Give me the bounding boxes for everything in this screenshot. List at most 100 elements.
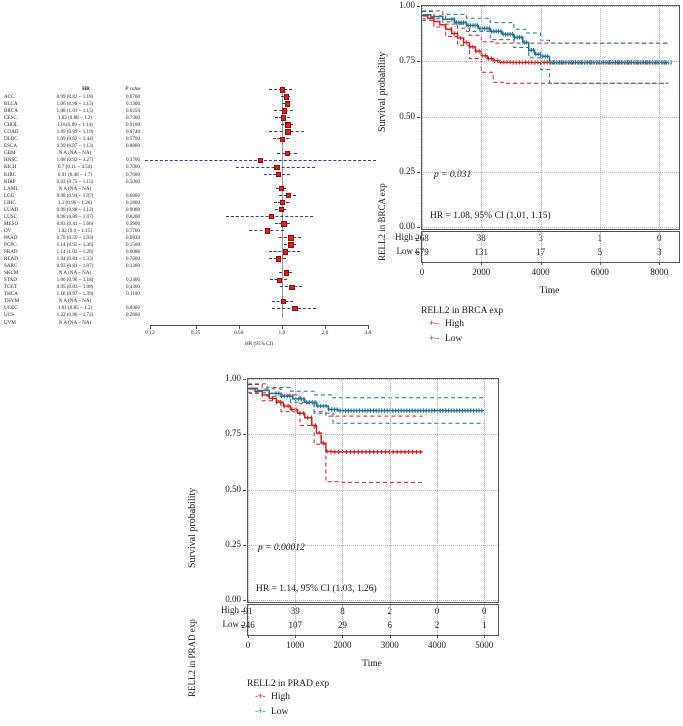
km-y-tick-mark	[417, 116, 420, 118]
forest-point-estimate	[279, 87, 285, 93]
forest-row-pvalue: 0.5700	[125, 136, 140, 143]
km-y-tick-mark	[243, 379, 246, 380]
forest-table-row: LIHC 1.1 (0.96 ~ 1.26) 0.1800	[4, 200, 146, 207]
km-legend-key: -+-	[255, 691, 265, 701]
forest-row-pvalue: 0.0740	[125, 129, 140, 136]
km-brca-pvalue: p = 0.031	[434, 170, 472, 180]
forest-row-cancer: CHOL	[4, 122, 18, 129]
forest-row-marker	[150, 178, 368, 185]
forest-row-marker	[150, 255, 368, 262]
forest-row-pvalue: 0.2600	[125, 312, 140, 319]
forest-row-cancer: PAAD	[4, 234, 18, 241]
forest-table-row: SARC 0.93 (0.81 ~ 1.07) 0.3300	[4, 263, 146, 270]
forest-row-cancer: READ	[4, 256, 18, 263]
km-x-tick-mark	[248, 635, 249, 638]
forest-row-hr: 0.83 (0.41 ~ 1.66)	[56, 220, 94, 227]
forest-table-row: KIRP 0.93 (0.75 ~ 1.15) 0.5000	[4, 179, 146, 186]
km-x-tick-mark	[599, 262, 601, 265]
km-prad-risk-table: 91 39 8 2 0 0 246 107 29 6 2 1	[241, 604, 499, 636]
forest-row-marker	[150, 164, 368, 171]
km-risk-value: 29	[337, 620, 347, 630]
forest-table-header: HR P value	[4, 86, 146, 94]
forest-row-marker	[150, 248, 368, 255]
km-y-tick-label: 0.25	[399, 165, 415, 176]
km-gridline-vertical	[659, 6, 661, 229]
km-gridline-vertical	[295, 379, 297, 602]
forest-point-estimate	[284, 150, 291, 157]
forest-point-estimate	[279, 199, 285, 206]
forest-row-pvalue: 0.6800	[125, 192, 140, 199]
forest-table-row: LUSC 0.98 (0.89 ~ 1.07) 0.6200	[4, 214, 146, 221]
forest-point-estimate	[268, 214, 274, 220]
forest-point-estimate	[283, 94, 290, 100]
km-curve	[422, 10, 669, 44]
forest-row-hr: 1.06 (0.96 ~ 1.18)	[56, 277, 94, 284]
forest-row-marker	[150, 234, 368, 241]
forest-point-estimate	[279, 136, 285, 142]
forest-row-pvalue: 0.0830	[125, 234, 140, 241]
km-x-tick-label: 0	[419, 267, 425, 277]
km-gridline-horizontal	[248, 379, 498, 380]
forest-table-row: READ 1.04 (0.81 ~ 1.33) 0.7600	[4, 256, 146, 263]
forest-row-hr: N A (NA ~ NA)	[58, 298, 92, 305]
forest-row-pvalue: 0.9000	[125, 206, 140, 213]
km-y-tick-label: 1.00	[399, 0, 415, 10]
forest-row-cancer: THYM	[4, 298, 19, 305]
km-legend-label: High	[445, 319, 464, 329]
km-risk-value: 246	[241, 620, 255, 630]
forest-row-marker	[150, 107, 368, 114]
km-y-tick-label: 0.25	[225, 538, 241, 549]
km-risk-row-label: High	[395, 232, 413, 242]
km-legend-label: Low	[271, 707, 289, 717]
km-curve	[248, 387, 485, 412]
forest-row-marker	[150, 114, 368, 121]
km-legend-label: High	[271, 692, 290, 702]
km-brca-legend-title: RELL2 in BRCA exp	[421, 306, 504, 316]
forest-table-row: MESO 0.83 (0.41 ~ 1.66) 0.5900	[4, 221, 146, 228]
forest-row-cancer: PCPG	[4, 241, 17, 248]
forest-row-hr: N A (NA ~ NA)	[58, 185, 92, 192]
km-brca-ylabel: Survival probability	[377, 51, 388, 132]
forest-row-marker	[150, 206, 368, 213]
forest-row-hr: 1.02 (0.9 ~ 1.15)	[57, 227, 93, 234]
forest-row-pvalue: 0.7700	[125, 227, 140, 234]
forest-point-estimate	[283, 270, 290, 276]
forest-row-hr: 1.04 (0.81 ~ 1.33)	[56, 256, 94, 263]
forest-row-cancer: GBM	[4, 150, 16, 157]
km-y-tick-label: 0.50	[225, 483, 241, 494]
forest-table-row: BLCA 1.06 (0.98 ~ 1.15) 0.1300	[4, 101, 146, 108]
forest-axis-tick-label: 4.0	[364, 330, 372, 336]
forest-row-pvalue: 0.3300	[125, 263, 140, 270]
km-risk-gridline	[436, 605, 438, 635]
forest-row-marker	[150, 213, 368, 220]
km-risk-value: 131	[474, 247, 489, 257]
km-x-tick-mark	[422, 262, 423, 265]
forest-row-marker	[150, 86, 368, 93]
forest-row-cancer: LGG	[4, 192, 15, 199]
km-gridline-vertical	[481, 6, 483, 229]
forest-row-hr: 0.98 (0.89 ~ 1.07)	[56, 213, 94, 220]
forest-row-hr: 1.08 (0.92 ~ 1.27)	[56, 157, 94, 164]
forest-table-row: PAAD 0.78 (0.59 ~ 1.03) 0.0830	[4, 235, 146, 242]
km-risk-row-label: Low	[222, 619, 240, 629]
forest-row-cancer: OV	[4, 227, 12, 234]
forest-row-hr: 0.78 (0.59 ~ 1.03)	[56, 234, 94, 241]
km-gridline-vertical	[389, 379, 391, 602]
forest-row-hr: 1.06 (0.98 ~ 1.15)	[56, 101, 94, 108]
forest-axis-line	[150, 325, 368, 326]
km-y-tick-mark	[417, 171, 420, 173]
forest-point-estimate	[288, 235, 294, 241]
km-brca-risk-table: 268 38 3 1 0 679 131 17 5 3	[415, 231, 680, 263]
forest-plot-panel: HR P value ACC 0.99 (0.82 ~ 1.18) 0.8700 BL…	[0, 0, 376, 360]
forest-row-marker	[150, 128, 368, 135]
forest-axis-tick-label: 0.25	[190, 330, 201, 336]
forest-table-body: ACC 0.99 (0.82 ~ 1.18) 0.8700 BLCA 1.06 (0.9…	[4, 94, 146, 327]
km-risk-gridline	[599, 232, 601, 262]
forest-row-hr: 1.09 (0.99 ~ 1.19)	[56, 129, 94, 136]
forest-table-row: CESC 1.03 (0.88 ~ 1.2) 0.7300	[4, 115, 146, 122]
forest-row-cancer: LIHC	[4, 199, 16, 206]
km-legend-item: -+- Low	[249, 706, 288, 717]
forest-point-estimate	[264, 228, 271, 234]
km-gridline-horizontal	[248, 600, 498, 601]
forest-point-estimate	[292, 305, 298, 312]
